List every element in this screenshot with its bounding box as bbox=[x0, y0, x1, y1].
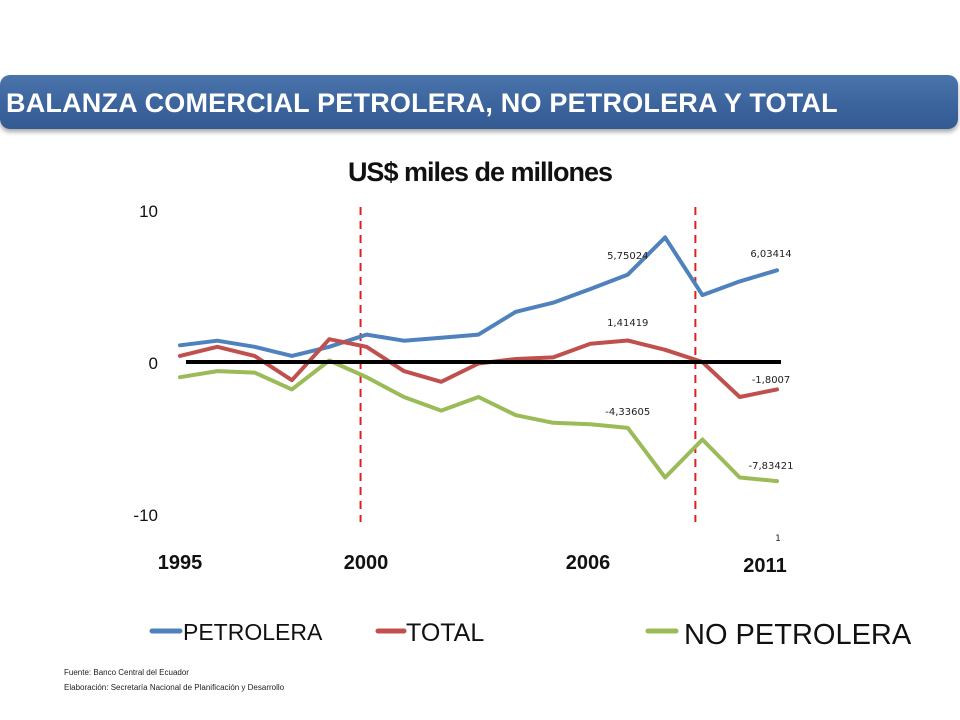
x-tick-label: 2011 bbox=[743, 555, 786, 577]
legend-label: NO PETROLERA bbox=[684, 619, 912, 651]
data-label: -4,33605 bbox=[605, 407, 650, 418]
series-line bbox=[178, 358, 779, 484]
x-tick-label: 2006 bbox=[566, 552, 611, 574]
data-label: 1,41419 bbox=[607, 318, 648, 329]
x-tick-label: 1995 bbox=[158, 552, 203, 574]
data-label: -1,8007 bbox=[752, 375, 791, 386]
series-line bbox=[178, 337, 779, 399]
series-line bbox=[178, 235, 779, 358]
data-label: 1 bbox=[775, 534, 781, 544]
source-note: Fuente: Banco Central del Ecuador bbox=[64, 668, 189, 677]
legend-label: TOTAL bbox=[406, 619, 484, 647]
x-tick-label: 2000 bbox=[344, 552, 389, 574]
y-tick-label: 0 bbox=[149, 354, 158, 373]
credit-note: Elaboración: Secretaría Nacional de Plan… bbox=[64, 683, 285, 692]
title-banner: BALANZA COMERCIAL PETROLERA, NO PETROLER… bbox=[0, 75, 958, 129]
y-tick-label: 10 bbox=[139, 202, 158, 221]
banner-title: BALANZA COMERCIAL PETROLERA, NO PETROLER… bbox=[6, 88, 838, 118]
y-tick-label: -10 bbox=[133, 506, 158, 525]
data-label: 6,03414 bbox=[750, 249, 791, 260]
data-label: -7,83421 bbox=[749, 461, 794, 472]
chart-title: US$ miles de millones bbox=[347, 157, 613, 187]
legend-label: PETROLERA bbox=[183, 619, 323, 645]
data-label: 5,75024 bbox=[607, 251, 648, 262]
